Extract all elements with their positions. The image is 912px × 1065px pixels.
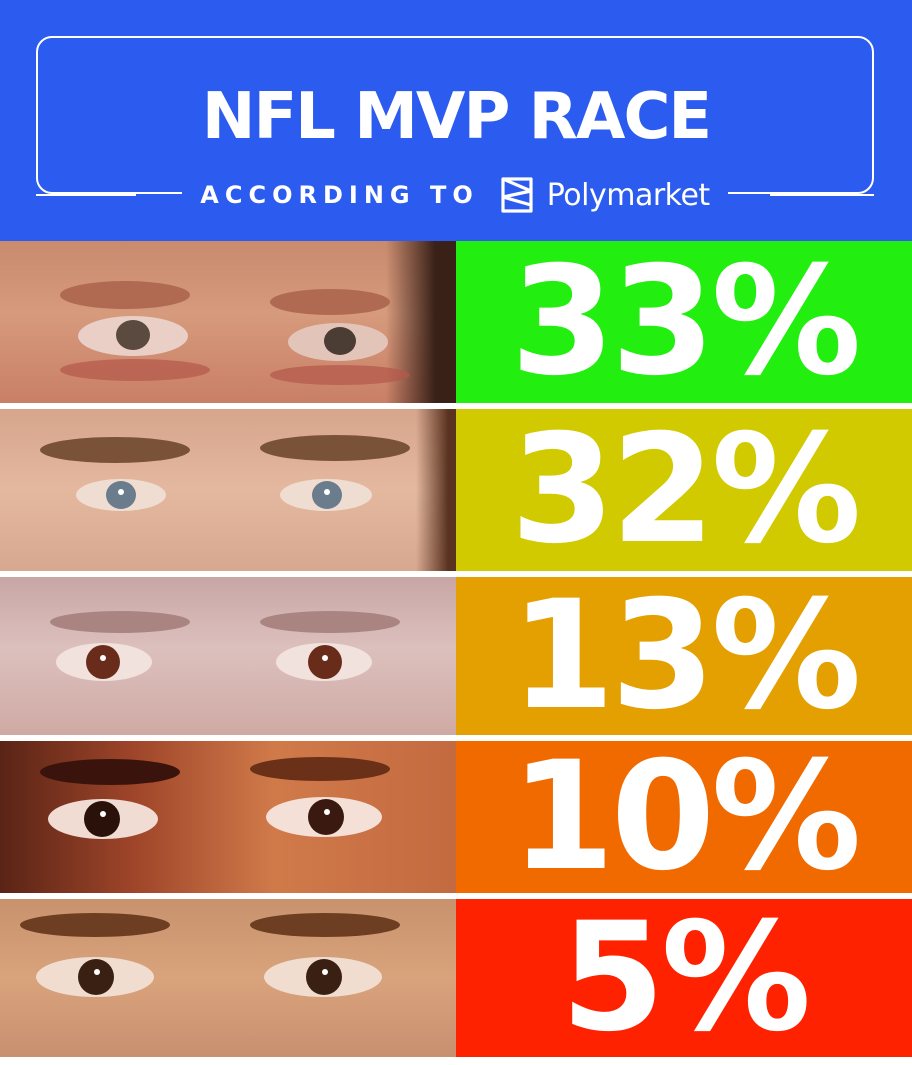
eye-right <box>264 957 382 997</box>
subtitle-line-left <box>36 194 136 196</box>
eye-left <box>78 316 188 356</box>
player-eyes-photo-3 <box>0 577 456 735</box>
brow-right <box>250 757 390 781</box>
percent-value: 32% <box>456 403 912 577</box>
subtitle: ACCORDING TO Polymarket <box>36 170 874 220</box>
candidate-row-5: 5% <box>0 891 912 1065</box>
header-banner: NFL MVP RACE ACCORDING TO Polymarket <box>0 0 912 241</box>
candidate-row-1: 33% <box>0 235 912 409</box>
eye-left <box>36 957 154 997</box>
candidate-row-2: 32% <box>0 403 912 577</box>
brow-left <box>40 759 180 785</box>
player-eyes-photo-2 <box>0 409 456 571</box>
percent-value: 10% <box>456 730 912 904</box>
brow-right <box>260 435 410 461</box>
eye-right <box>266 797 382 837</box>
row-divider <box>0 403 912 409</box>
eye-left <box>76 479 166 511</box>
polymarket-logo-icon <box>499 175 535 215</box>
eye-right <box>276 643 372 681</box>
candidate-row-4: 10% <box>0 730 912 904</box>
brow-left <box>20 913 170 937</box>
eye-right <box>280 479 372 511</box>
player-eyes-photo-1 <box>0 241 456 403</box>
row-divider <box>0 735 912 741</box>
percent-value: 33% <box>456 235 912 409</box>
eye-right <box>288 323 388 361</box>
player-eyes-photo-5 <box>0 899 456 1057</box>
percent-value: 13% <box>456 569 912 743</box>
brow-left <box>40 437 190 463</box>
brow-left <box>60 281 190 309</box>
brow-right <box>250 913 400 937</box>
player-eyes-photo-4 <box>0 741 456 893</box>
brow-right <box>260 611 400 633</box>
brand-name: Polymarket <box>546 177 710 213</box>
eye-left <box>56 643 152 681</box>
polymarket-brand: Polymarket <box>492 175 728 215</box>
row-divider <box>0 571 912 577</box>
page-title: NFL MVP RACE <box>201 80 712 154</box>
percent-value: 5% <box>456 891 912 1065</box>
according-to-label: ACCORDING TO <box>182 181 493 209</box>
brow-right <box>270 289 390 315</box>
eye-left <box>48 799 158 839</box>
brow-left <box>50 611 190 633</box>
row-divider <box>0 893 912 899</box>
candidate-row-3: 13% <box>0 569 912 743</box>
subtitle-line-right <box>770 194 874 196</box>
